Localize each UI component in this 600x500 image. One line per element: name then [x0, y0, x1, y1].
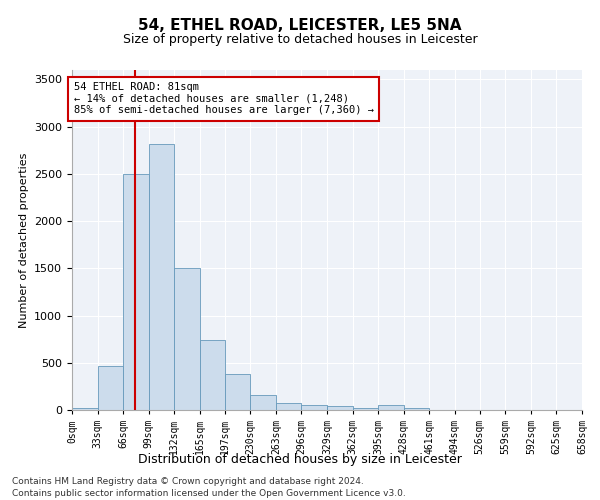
Text: Distribution of detached houses by size in Leicester: Distribution of detached houses by size … — [138, 452, 462, 466]
Bar — [327, 406, 353, 410]
Bar — [149, 144, 175, 410]
Bar — [98, 366, 123, 410]
Y-axis label: Number of detached properties: Number of detached properties — [19, 152, 29, 328]
Bar — [175, 268, 200, 410]
Bar — [276, 404, 301, 410]
Text: 54 ETHEL ROAD: 81sqm
← 14% of detached houses are smaller (1,248)
85% of semi-de: 54 ETHEL ROAD: 81sqm ← 14% of detached h… — [74, 82, 374, 116]
Bar — [123, 174, 149, 410]
Bar — [378, 405, 404, 410]
Text: Contains HM Land Registry data © Crown copyright and database right 2024.: Contains HM Land Registry data © Crown c… — [12, 478, 364, 486]
Bar — [200, 340, 224, 410]
Text: 54, ETHEL ROAD, LEICESTER, LE5 5NA: 54, ETHEL ROAD, LEICESTER, LE5 5NA — [138, 18, 462, 32]
Bar — [72, 408, 98, 410]
Text: Contains public sector information licensed under the Open Government Licence v3: Contains public sector information licen… — [12, 489, 406, 498]
Bar — [224, 374, 250, 410]
Bar — [404, 408, 430, 410]
Bar — [301, 406, 327, 410]
Bar — [353, 408, 378, 410]
Bar — [250, 396, 276, 410]
Text: Size of property relative to detached houses in Leicester: Size of property relative to detached ho… — [122, 32, 478, 46]
